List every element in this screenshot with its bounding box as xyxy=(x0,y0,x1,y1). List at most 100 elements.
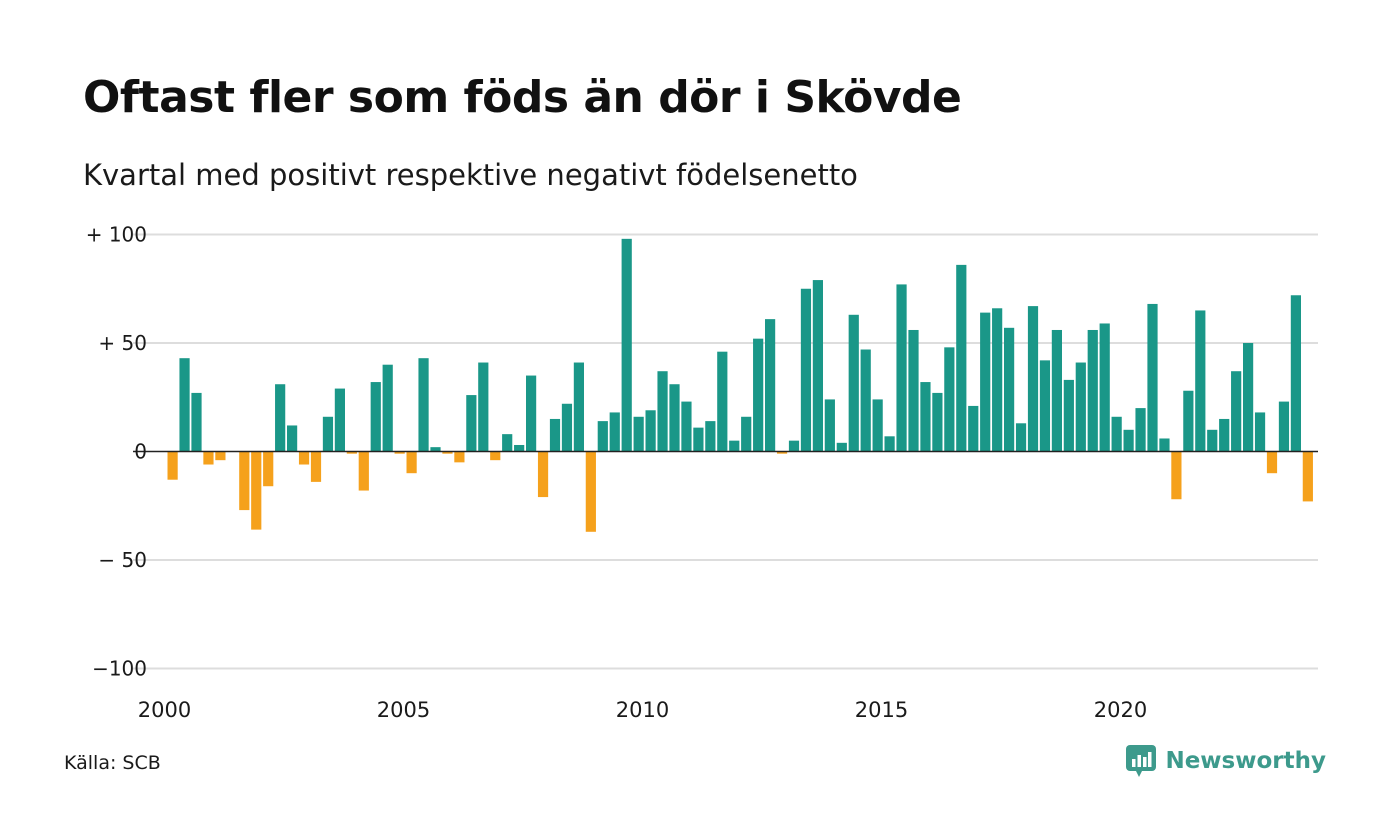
bar xyxy=(657,371,668,452)
bar xyxy=(1171,451,1182,500)
bar xyxy=(322,416,334,452)
bar xyxy=(490,451,501,461)
bar xyxy=(908,329,919,452)
chart-title: Oftast fler som föds än dör i Skövde xyxy=(83,72,962,123)
y-tick-label: −100 xyxy=(92,657,147,681)
bar xyxy=(1183,390,1194,452)
bar xyxy=(275,384,286,452)
x-tick-label: 2015 xyxy=(855,698,908,722)
bar xyxy=(729,440,740,452)
chart-logo-icon xyxy=(1126,745,1157,777)
source-note: Källa: SCB xyxy=(64,752,161,774)
y-tick-label: + 50 xyxy=(98,331,147,355)
bar xyxy=(478,362,489,452)
bar xyxy=(466,395,477,452)
bar xyxy=(980,312,991,452)
x-axis-ticks: 2000 2005 2010 2015 2020 xyxy=(138,698,1147,722)
bar xyxy=(920,382,931,452)
bar xyxy=(561,403,573,452)
bar xyxy=(1290,295,1301,452)
bar xyxy=(585,451,596,532)
bar xyxy=(836,442,847,452)
bar xyxy=(549,418,561,452)
bar xyxy=(1051,329,1062,452)
bar xyxy=(573,362,584,452)
y-tick-label: 0 xyxy=(134,440,147,464)
bar xyxy=(944,347,955,452)
bar xyxy=(812,280,823,452)
y-tick-label: + 100 xyxy=(86,223,147,247)
bar xyxy=(1231,371,1242,452)
bar xyxy=(884,436,895,452)
bar xyxy=(633,416,644,452)
bar xyxy=(1195,310,1206,452)
bar xyxy=(992,308,1003,452)
bar xyxy=(370,382,381,452)
bar xyxy=(310,451,322,482)
bar xyxy=(860,349,871,452)
bar xyxy=(848,314,859,452)
bar xyxy=(645,410,656,452)
bar xyxy=(418,358,429,452)
bar xyxy=(705,421,716,452)
bar xyxy=(191,392,202,452)
bar xyxy=(776,451,788,454)
bar xyxy=(1207,429,1218,452)
bar xyxy=(1147,303,1158,452)
bar xyxy=(179,358,190,452)
bar xyxy=(1039,360,1051,452)
bar xyxy=(741,416,752,452)
bar xyxy=(263,451,274,487)
bar xyxy=(896,284,907,452)
brand-name: Newsworthy xyxy=(1165,748,1326,774)
bar xyxy=(669,384,680,452)
bar xyxy=(872,399,883,452)
bar xyxy=(239,451,250,511)
bar xyxy=(1123,429,1134,452)
bar xyxy=(1302,451,1313,502)
x-tick-label: 2010 xyxy=(616,698,669,722)
bar xyxy=(203,451,214,465)
brand-logo: Newsworthy xyxy=(1125,744,1326,778)
bar xyxy=(287,425,298,452)
bar xyxy=(765,319,776,452)
bar xyxy=(597,421,608,452)
bar xyxy=(1219,418,1230,452)
bar xyxy=(788,440,800,452)
bar xyxy=(167,451,178,480)
bar xyxy=(693,427,704,452)
bar xyxy=(681,401,692,452)
bar xyxy=(824,399,835,452)
chart-subtitle: Kvartal med positivt respektive negativt… xyxy=(83,158,858,192)
bar xyxy=(1087,329,1098,452)
bar xyxy=(932,392,943,452)
bar xyxy=(1111,416,1122,452)
bar xyxy=(334,388,345,452)
bar xyxy=(717,351,728,452)
bar xyxy=(1266,451,1278,474)
bar xyxy=(1063,379,1074,452)
bar xyxy=(346,451,357,454)
bar xyxy=(298,451,310,465)
bar xyxy=(1278,401,1290,452)
bar xyxy=(1099,323,1110,452)
grid-lines xyxy=(133,233,1318,670)
bar xyxy=(251,451,262,530)
bar xyxy=(358,451,369,491)
bar xyxy=(800,288,812,452)
bar xyxy=(537,451,549,498)
x-tick-label: 2000 xyxy=(138,698,191,722)
y-axis-ticks: + 100 + 50 0 − 50 −100 xyxy=(86,223,147,681)
bar xyxy=(753,338,764,452)
bar xyxy=(1135,408,1146,452)
bar xyxy=(621,238,632,452)
bar xyxy=(609,412,620,452)
bar xyxy=(394,451,405,454)
bar xyxy=(968,405,979,452)
bar xyxy=(514,444,525,452)
bar xyxy=(1075,362,1086,452)
bar xyxy=(526,375,537,452)
bar xyxy=(1015,423,1027,452)
x-tick-label: 2020 xyxy=(1094,698,1147,722)
bar xyxy=(1254,412,1266,452)
